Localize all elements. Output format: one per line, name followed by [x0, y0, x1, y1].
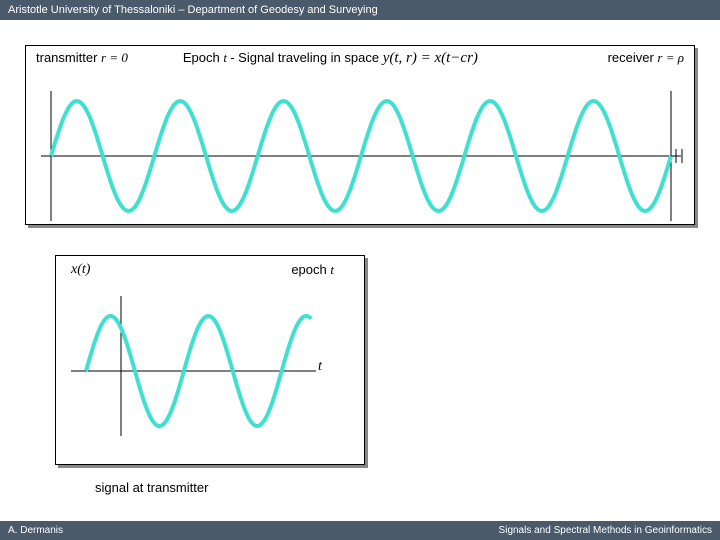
transmitter-label: transmitter r = 0	[36, 50, 128, 67]
xt-label: x(t)	[71, 262, 90, 277]
bottom-labels-row: x(t) epoch t	[56, 260, 364, 278]
receiver-label: receiver r = ρ	[608, 50, 684, 66]
transmitter-signal-panel: x(t) epoch t t	[55, 255, 365, 465]
slide-footer: A. Dermanis Signals and Spectral Methods…	[0, 521, 720, 540]
bottom-epoch-label: epoch t	[291, 262, 334, 278]
top-wave-plot	[26, 71, 696, 226]
epoch-label: Epoch t - Signal traveling in space y(t,…	[183, 50, 478, 67]
t-axis-label: t	[318, 359, 322, 375]
top-labels-row: transmitter r = 0 Epoch t - Signal trave…	[26, 50, 694, 67]
space-signal-panel: transmitter r = 0 Epoch t - Signal trave…	[25, 45, 695, 225]
slide-header: Aristotle University of Thessaloniki – D…	[0, 0, 720, 20]
top-wave-svg	[26, 71, 696, 226]
signal-caption: signal at transmitter	[95, 480, 208, 495]
footer-author: A. Dermanis	[8, 525, 63, 536]
footer-course: Signals and Spectral Methods in Geoinfor…	[499, 525, 712, 536]
header-title: Aristotle University of Thessaloniki – D…	[8, 4, 378, 16]
bottom-wave-plot: t	[56, 281, 366, 441]
